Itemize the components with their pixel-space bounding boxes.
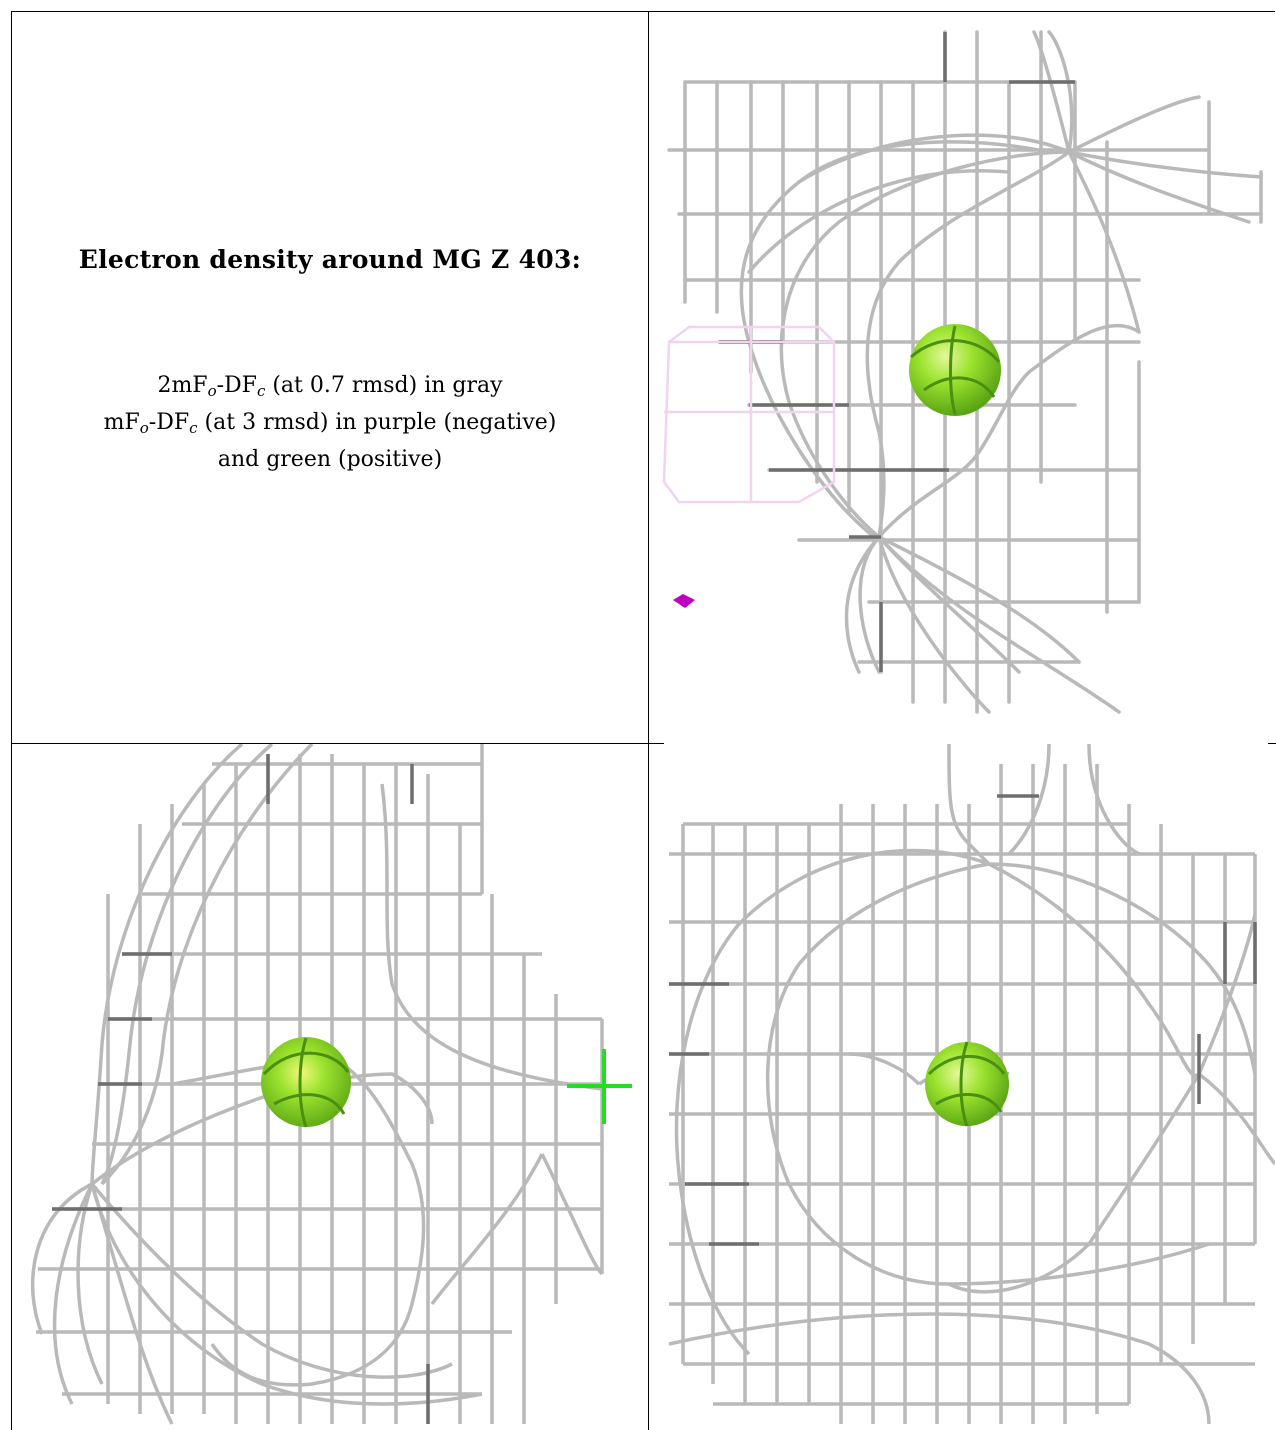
legend-text: 2mFo-DFc (at 0.7 rmsd) in gray mFo-DFc (… — [12, 370, 648, 476]
density-view-top-right — [649, 12, 1275, 743]
density-view-bottom-left — [12, 744, 648, 1430]
horizontal-divider-mid — [634, 743, 664, 744]
mg-atom-sphere — [925, 1041, 1009, 1127]
legend-line-3: and green (positive) — [217, 447, 443, 472]
mesh-view-3 — [668, 744, 1275, 1425]
density-mesh-dark — [52, 754, 430, 1424]
density-mesh-gray — [667, 30, 1263, 714]
legend-line-2: mFo-DFc (at 3 rmsd) in purple (negative) — [103, 410, 557, 437]
figure-title: Electron density around MG Z 403: — [78, 245, 582, 274]
positive-density-cross — [567, 1049, 632, 1124]
density-mesh-dark — [669, 794, 1257, 1246]
mesh-view-2 — [30, 744, 632, 1425]
legend-line-1: 2mFo-DFc (at 0.7 rmsd) in gray — [157, 373, 503, 400]
caption-panel: Electron density around MG Z 403: 2mFo-D… — [12, 12, 648, 743]
mesh-view-1 — [662, 30, 1263, 714]
density-view-bottom-right — [649, 744, 1275, 1430]
mg-atom-sphere — [261, 1037, 351, 1128]
mg-atom-sphere — [909, 324, 1001, 416]
negative-density-faint — [662, 325, 836, 504]
negative-density-blob — [673, 594, 695, 608]
vertical-divider — [648, 11, 649, 1430]
horizontal-divider-right — [1268, 743, 1276, 744]
horizontal-divider-left — [11, 743, 641, 744]
figure-frame — [11, 11, 1275, 1430]
density-mesh-dark — [719, 32, 1075, 672]
